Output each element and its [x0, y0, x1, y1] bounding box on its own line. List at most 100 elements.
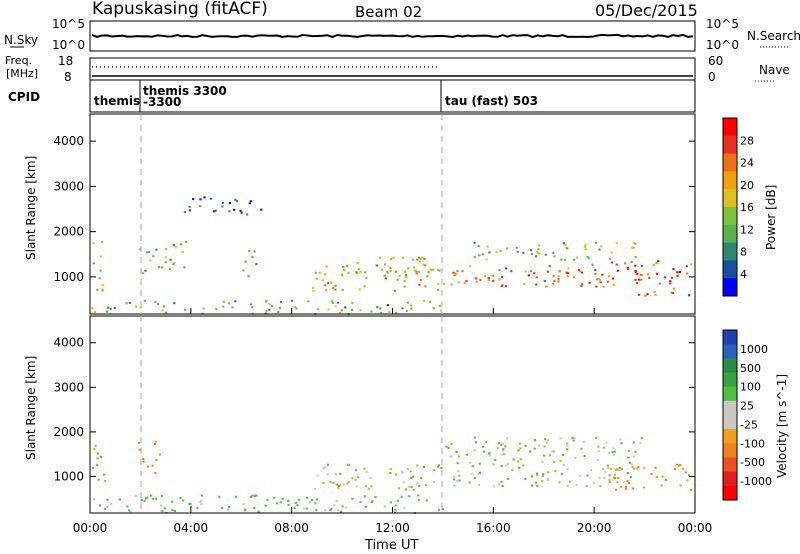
velocity-colorbar-label: Velocity [m s^-1] [775, 374, 789, 478]
velData-cell [389, 501, 392, 504]
powerData-cell [343, 268, 346, 271]
powerData-cell [210, 197, 213, 200]
velData-cell [654, 466, 657, 469]
velData-cell [96, 457, 99, 460]
powerData-cell [498, 278, 501, 281]
powerData-cell [607, 280, 610, 283]
velData-cell [623, 481, 626, 484]
velData-cell [437, 464, 440, 467]
velData-cell [533, 447, 536, 450]
velData-cell [99, 455, 102, 458]
powerData-cell [639, 273, 642, 276]
velData-cell [456, 462, 459, 465]
powerData-cell [475, 280, 478, 283]
velData-cell [562, 463, 565, 466]
velData-cell [329, 481, 332, 484]
velData-cell [316, 474, 319, 477]
power-ylabel: Slant Range [km] [24, 156, 38, 260]
velData-cell [625, 487, 628, 490]
colorbar-swatch [723, 429, 737, 444]
velData-cell [620, 467, 624, 470]
powerData-cell [577, 269, 581, 271]
powerData-cell [610, 251, 613, 254]
velData-cell [330, 508, 333, 511]
powerData-cell [658, 282, 661, 285]
powerData-cell [253, 250, 256, 253]
powerData-cell [248, 202, 251, 205]
y-tick-label: 3000 [53, 179, 84, 193]
powerData-cell [155, 248, 158, 251]
velData-cell [624, 485, 628, 488]
velData-cell [477, 483, 481, 486]
powerData-cell [334, 305, 337, 308]
noise-right-tick-bottom: 10^0 [706, 38, 739, 52]
velData-cell [674, 468, 677, 471]
velData-cell [410, 486, 413, 489]
y-tick-label: 4000 [53, 134, 84, 148]
powerData-cell [413, 269, 416, 272]
powerData-cell [145, 251, 149, 254]
velData-cell [496, 446, 499, 449]
velData-cell [573, 437, 576, 439]
velData-cell [163, 507, 166, 510]
colorbar-swatch [723, 207, 737, 226]
powerData-cell [535, 276, 538, 279]
powerData-cell [423, 299, 426, 302]
powerData-cell [594, 269, 597, 271]
powerData-cell [188, 205, 191, 208]
powerData-cell [325, 265, 328, 268]
velData-cell [420, 477, 423, 480]
colorbar-tick-label: -1000 [740, 475, 772, 488]
velData-cell [469, 461, 472, 464]
velData-cell [394, 508, 397, 511]
powerData-cell [523, 282, 526, 285]
powerData-cell [106, 306, 109, 309]
velData-cell [455, 480, 458, 482]
powerData-cell [199, 198, 202, 201]
velData-cell [357, 476, 360, 478]
powerData-cell [174, 246, 178, 249]
velData-cell [506, 462, 510, 465]
velData-cell [418, 484, 421, 487]
powerData-cell [632, 242, 635, 245]
velData-cell [450, 443, 453, 445]
powerData-cell [295, 307, 298, 310]
powerData-cell [638, 278, 641, 281]
velData-cell [627, 481, 630, 484]
powerData-cell [580, 271, 583, 274]
powerData-cell [379, 307, 382, 310]
powerData-cell [487, 279, 490, 282]
powerData-cell [505, 247, 508, 250]
velData-cell [411, 475, 415, 478]
powerData-cell [631, 246, 634, 249]
y-tick-label: 2000 [53, 225, 84, 239]
powerData-cell [356, 261, 359, 264]
powerData-cell [481, 253, 484, 256]
noise-panel: N.Sky 10^5 10^0 10^5 10^0 N.Search [4, 17, 800, 52]
powerData-cell [184, 308, 187, 311]
powerData-cell [676, 271, 679, 274]
velData-cell [501, 442, 505, 445]
velocity-colorbar: 1000 500 100 25 -25 -100 -500 -1000 [722, 329, 772, 501]
velData-cell [425, 499, 428, 502]
powerData-cell [411, 258, 414, 261]
velData-cell [598, 477, 601, 480]
powerData-cell [365, 277, 368, 279]
velData-cell [628, 461, 632, 464]
station-title: Kapuskasing (fitACF) [92, 0, 268, 19]
powerData-cell [327, 308, 330, 311]
velData-cell [636, 467, 639, 470]
powerData-cell [515, 246, 518, 249]
velData-cell [559, 459, 562, 462]
velData-cell [143, 499, 146, 502]
velData-cell [572, 439, 575, 442]
powerData-cell [101, 288, 104, 291]
velData-cell [478, 471, 482, 474]
colorbar-swatch [723, 224, 737, 244]
velData-cell [383, 505, 386, 508]
powerData-cell [427, 271, 430, 274]
velData-cell [322, 467, 325, 470]
powerData-cell [564, 258, 567, 261]
velData-cell [150, 494, 153, 497]
powerData-cell [644, 294, 647, 297]
